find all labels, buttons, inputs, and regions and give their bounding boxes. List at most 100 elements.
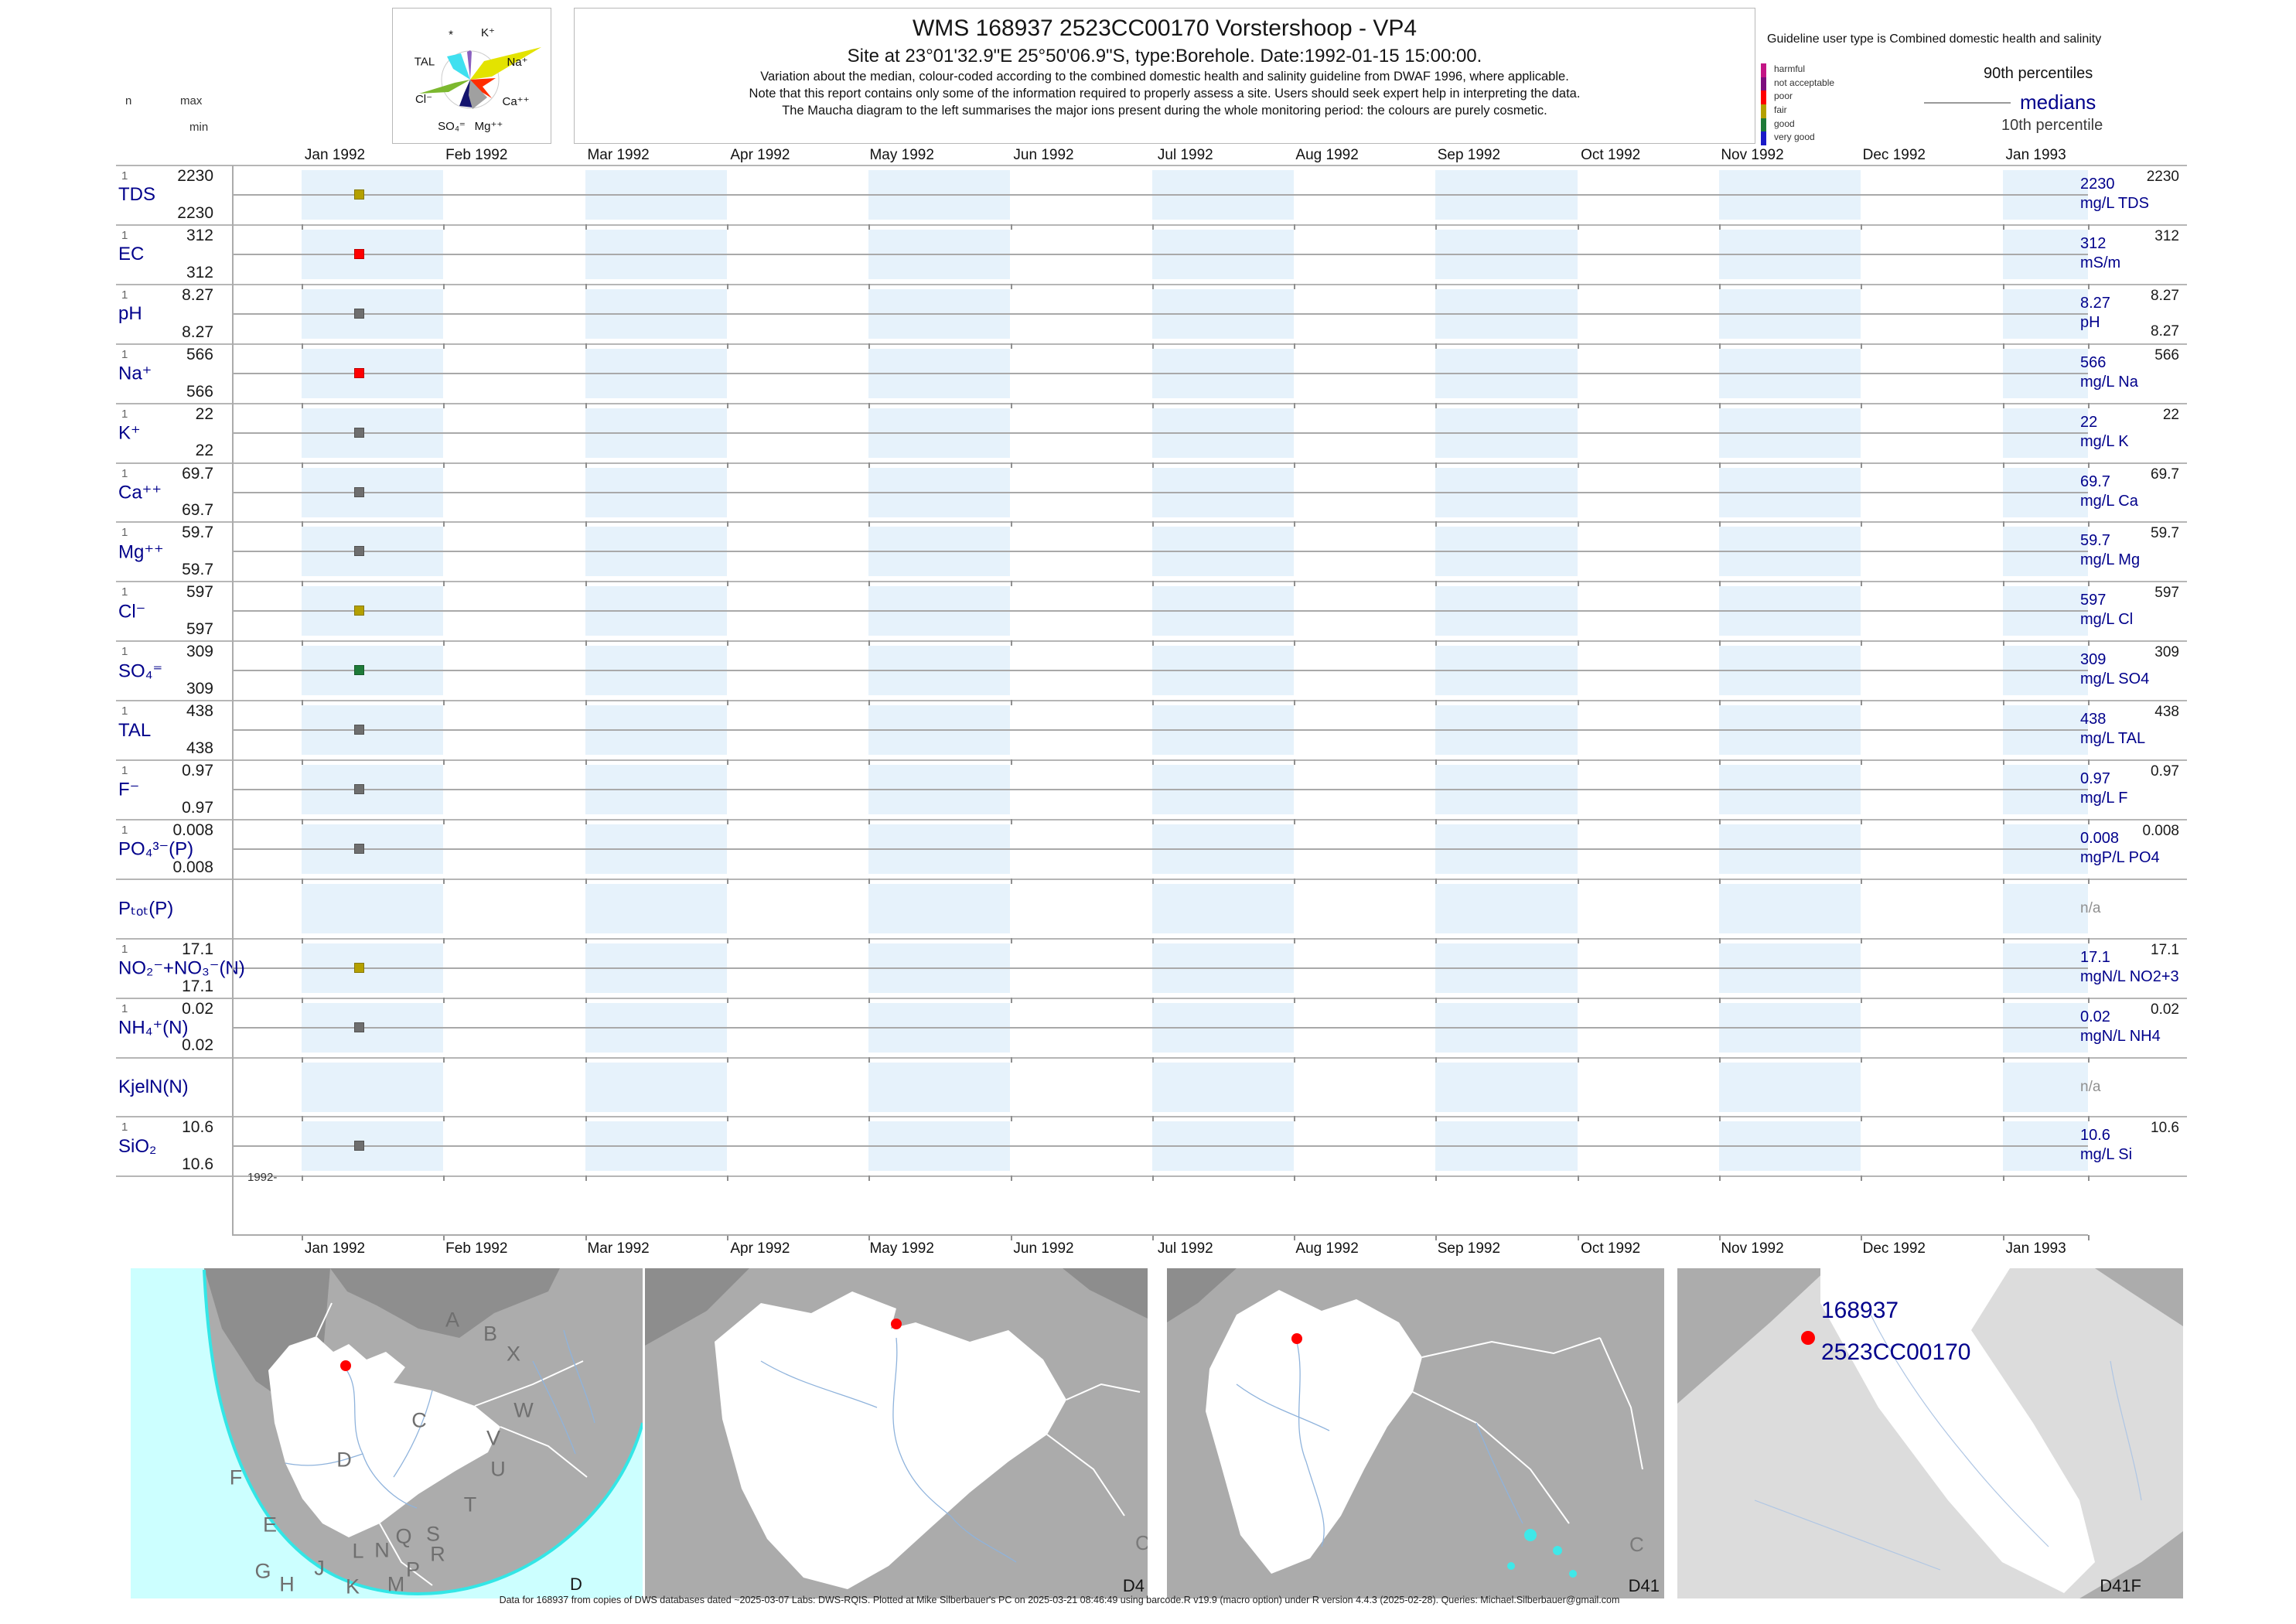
min-value: 312	[186, 263, 213, 281]
month-tick	[585, 521, 587, 527]
guideline-color-chip	[1761, 63, 1766, 77]
month-label: Oct 1992	[1581, 147, 1641, 163]
month-tick	[1294, 700, 1296, 706]
median-line	[232, 610, 2088, 612]
min-value: 69.7	[182, 501, 213, 520]
month-tick	[1577, 462, 1579, 468]
param-row: 1 0.008 0.008 0.008 0.008 mgP/L PO4 PO₄³⁻(P)	[0, 820, 2296, 879]
month-tick	[1577, 818, 1579, 824]
drainage-region-letter: V	[486, 1426, 501, 1450]
map-d41f-image	[1677, 1268, 2183, 1598]
month-tick	[1435, 1175, 1438, 1182]
p90-value: 0.97	[2151, 763, 2179, 780]
month-tick	[868, 937, 871, 943]
maucha-label-tal: TAL	[414, 55, 435, 69]
month-tick	[1435, 402, 1438, 408]
sample-marker	[354, 367, 364, 378]
map-region-d41: C D41	[1167, 1268, 1664, 1598]
map-panel-label: D41F	[2100, 1576, 2141, 1595]
unit-label: mg/L Mg	[2080, 551, 2141, 569]
param-row: 1 597 597 597 597 mg/L Cl Cl⁻	[0, 582, 2296, 641]
min-value: 8.27	[182, 322, 213, 341]
month-tick	[1010, 1056, 1012, 1063]
month-shade-band	[2002, 1062, 2088, 1112]
drainage-region-letter: S	[425, 1522, 441, 1546]
min-value: 2230	[177, 203, 213, 222]
max-value: 10.6	[182, 1118, 213, 1137]
unit-label: mS/m	[2080, 254, 2121, 271]
month-tick	[1577, 700, 1579, 706]
median-line	[232, 729, 2088, 732]
month-tick	[2002, 283, 2004, 289]
guideline-color-chip	[1761, 118, 1766, 132]
month-tick	[585, 1056, 587, 1063]
sample-marker	[354, 546, 364, 557]
month-tick	[2002, 581, 2004, 587]
drainage-region-letter: R	[430, 1542, 445, 1566]
month-tick	[302, 343, 303, 349]
sample-count: 1	[121, 1001, 128, 1015]
unit-label: mgN/L NH4	[2080, 1027, 2161, 1045]
month-tick	[2002, 521, 2004, 527]
p90-value: 2230	[2146, 169, 2179, 185]
sample-count: 1	[121, 764, 128, 777]
drainage-region-letter: M	[387, 1572, 405, 1596]
min-value: 17.1	[182, 977, 213, 995]
guideline-color-chip	[1761, 131, 1766, 146]
month-shade-band	[1435, 1062, 1578, 1112]
month-tick	[1151, 700, 1154, 706]
month-tick	[2088, 997, 2090, 1003]
sample-marker	[354, 248, 364, 259]
month-tick	[585, 997, 587, 1003]
month-tick	[443, 462, 445, 468]
month-tick	[2002, 462, 2004, 468]
month-shade-band	[1435, 883, 1578, 933]
month-tick	[2002, 759, 2004, 765]
month-tick	[2088, 818, 2090, 824]
month-tick	[585, 700, 587, 706]
month-tick	[1294, 283, 1296, 289]
sample-count: 1	[121, 169, 128, 183]
month-tick	[2088, 759, 2090, 765]
month-tick	[443, 1175, 445, 1182]
sample-marker	[354, 189, 364, 200]
month-tick	[1151, 937, 1154, 943]
month-tick	[1010, 223, 1012, 230]
month-tick	[2002, 997, 2004, 1003]
month-tick	[2088, 640, 2090, 647]
sample-count: 1	[121, 347, 128, 361]
row-separator	[116, 402, 2187, 404]
month-tick	[1577, 402, 1579, 408]
month-tick	[1294, 343, 1296, 349]
parameter-name: Pₜₒₜ(P)	[118, 898, 174, 919]
month-tick	[1010, 640, 1012, 647]
drainage-region-letter: U	[490, 1457, 506, 1481]
month-tick	[1294, 818, 1296, 824]
month-tick	[1861, 640, 1863, 647]
drainage-region-letter: N	[374, 1538, 390, 1562]
month-tick	[302, 759, 303, 765]
month-shade-band	[302, 883, 444, 933]
median-line	[232, 253, 2088, 255]
month-tick	[1151, 1056, 1154, 1063]
month-tick	[726, 700, 728, 706]
month-tick	[302, 283, 303, 289]
param-row: 1 309 309 309 309 mg/L SO4 SO₄⁼	[0, 641, 2296, 701]
month-tick	[443, 997, 445, 1003]
row-separator	[116, 878, 2187, 880]
month-tick	[302, 878, 303, 884]
map-region-d4: C D4	[645, 1268, 1148, 1598]
month-tick	[443, 521, 445, 527]
site-code-label: 2523CC00170	[1821, 1339, 1971, 1365]
month-label: Aug 1992	[1295, 147, 1359, 163]
row-separator	[116, 1175, 2187, 1178]
month-tick	[1151, 521, 1154, 527]
maucha-diagram-icon	[419, 47, 541, 109]
month-tick	[1294, 1175, 1296, 1182]
maucha-label-na: Na⁺	[507, 56, 528, 69]
guideline-category-label: good	[1774, 118, 1795, 129]
month-tick	[443, 1235, 445, 1240]
month-tick	[443, 937, 445, 943]
sample-count: 1	[121, 942, 128, 956]
p10-value: 8.27	[2151, 322, 2179, 339]
